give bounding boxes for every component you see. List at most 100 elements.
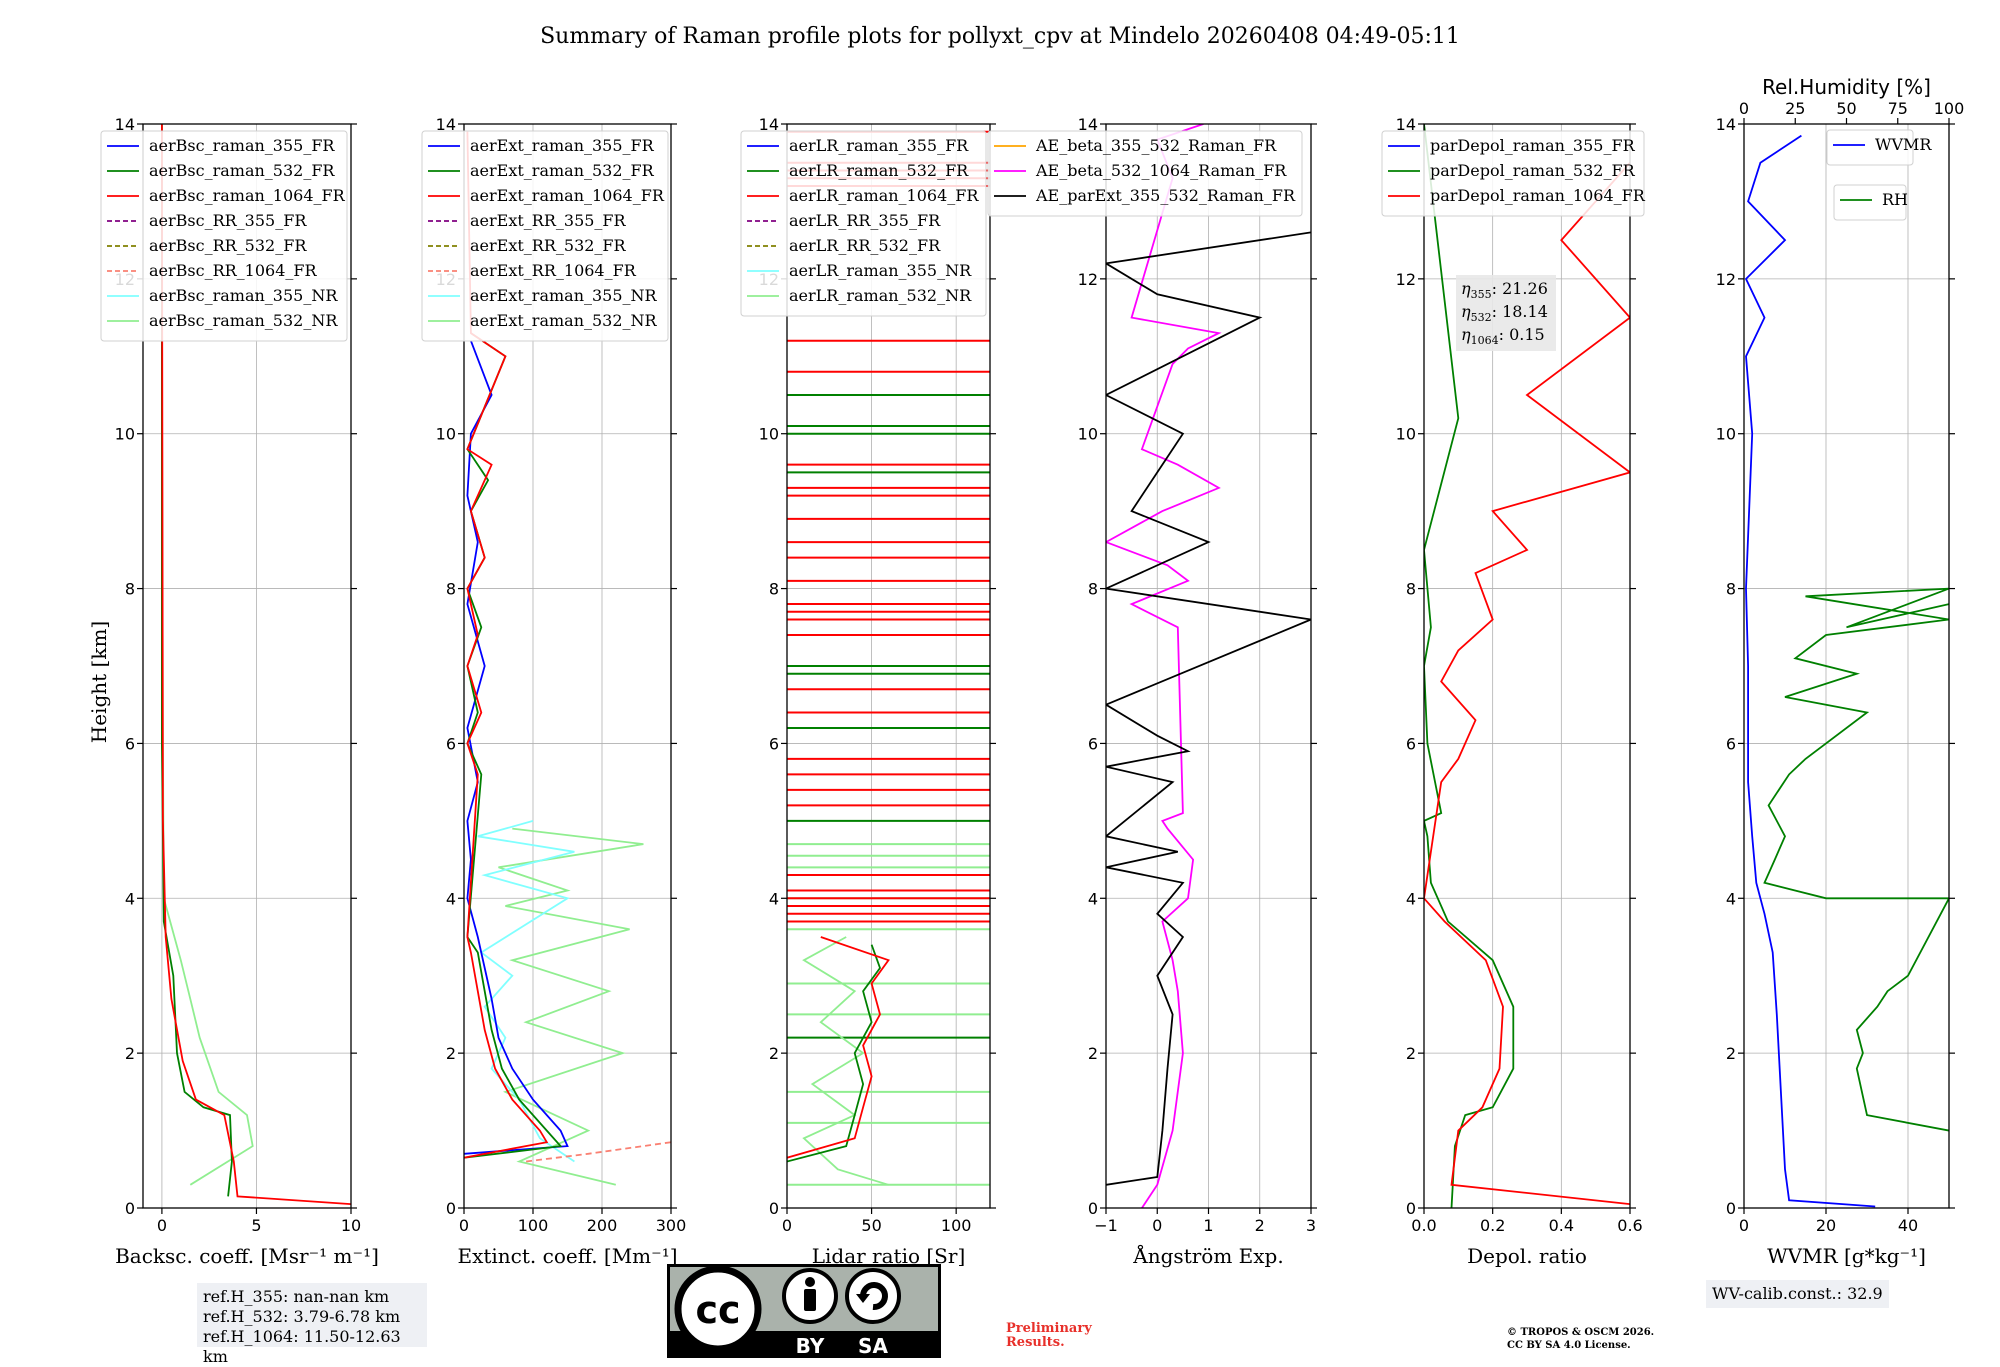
- y-tick-label: 14: [1716, 115, 1736, 134]
- y-tick-label: 10: [1396, 425, 1416, 444]
- cc-logo-icon: [674, 1265, 762, 1353]
- x-axis-label: Depol. ratio: [1467, 1244, 1587, 1268]
- y-tick-label: 2: [1406, 1044, 1416, 1063]
- legend-entry: aerBsc_raman_532_FR: [149, 161, 335, 180]
- y-tick-label: 6: [769, 734, 779, 753]
- x-tick-label: 0: [1739, 1216, 1749, 1235]
- legend-box-group: aerExt_raman_355_FR aerExt_raman_532_FRae…: [421, 130, 669, 342]
- x-tick-label: 0: [459, 1216, 469, 1235]
- y-tick-label: 8: [446, 580, 456, 599]
- license-by-label: BY: [796, 1334, 825, 1358]
- y-tick-label: 14: [436, 115, 456, 134]
- series-line: [160, 356, 254, 1186]
- y-tick-label: 0: [769, 1199, 779, 1218]
- plot-panels: 024681012140510Backsc. coeff. [Msr⁻¹ m⁻¹…: [100, 75, 1964, 1268]
- panel-data: [1106, 124, 1311, 1208]
- ref-height-355: ref.H_355: nan-nan km: [203, 1287, 390, 1306]
- legend-entry: aerExt_raman_355_FR: [470, 136, 655, 155]
- axes-frame: [142, 123, 352, 1209]
- eta-value: η532: 18.14: [1461, 302, 1548, 324]
- y-tick-label: 10: [759, 425, 779, 444]
- series-line: [1424, 162, 1630, 1205]
- y-tick-label: 8: [769, 580, 779, 599]
- copyright-note: © TROPOS & OSCM 2026. CC BY SA 4.0 Licen…: [1507, 1326, 1654, 1352]
- x-tick-label: 40: [1898, 1216, 1918, 1235]
- y-tick-label: 14: [1078, 115, 1098, 134]
- y-tick-label: 4: [1726, 889, 1736, 908]
- x-tick-label: 0: [157, 1216, 167, 1235]
- top-axis-label: Rel.Humidity [%]: [1762, 75, 1931, 99]
- legend-entry: aerLR_raman_1064_FR: [789, 186, 979, 205]
- y-tick-label: 0: [446, 1199, 456, 1218]
- panel-data: [1744, 134, 1949, 1208]
- ref-height-532: ref.H_532: 3.79-6.78 km: [203, 1307, 401, 1326]
- legend-box-group: parDepol_raman_355_FR parDepol_raman_532_…: [1381, 130, 1646, 217]
- panel-backscatter: 024681012140510Backsc. coeff. [Msr⁻¹ m⁻¹…: [100, 115, 379, 1268]
- legend-entry: aerExt_RR_532_FR: [470, 236, 627, 255]
- cc-logo-text: cc: [695, 1288, 740, 1332]
- y-tick-label: 2: [1726, 1044, 1736, 1063]
- y-tick-label: 8: [1406, 580, 1416, 599]
- series-line: [802, 936, 889, 1186]
- y-tick-label: 8: [1088, 580, 1098, 599]
- top-tick-label: 25: [1785, 99, 1805, 118]
- legend-entry: aerLR_raman_532_FR: [789, 161, 969, 180]
- y-tick-label: 8: [125, 580, 135, 599]
- y-tick-label: 4: [1406, 889, 1416, 908]
- x-axis-label: Backsc. coeff. [Msr⁻¹ m⁻¹]: [115, 1244, 379, 1268]
- panel-lidar_ratio: 02468101214050100Lidar ratio [Sr]aerLR_r…: [740, 115, 996, 1268]
- cc-by-sa-badge: cc BY SA: [667, 1264, 941, 1358]
- reference-height-box: ref.H_355: nan-nan km ref.H_532: 3.79-6.…: [197, 1283, 427, 1366]
- legend-entry: aerBsc_raman_1064_FR: [149, 186, 346, 205]
- x-tick-label: 5: [251, 1216, 261, 1235]
- x-tick-label: 50: [861, 1216, 881, 1235]
- y-tick-label: 6: [125, 734, 135, 753]
- y-tick-label: 12: [1396, 270, 1416, 289]
- x-tick-label: 0: [782, 1216, 792, 1235]
- y-tick-label: 14: [115, 115, 135, 134]
- series-line: [787, 936, 890, 1159]
- y-tick-label: 6: [1406, 734, 1416, 753]
- legend-entry: AE_beta_355_532_Raman_FR: [1035, 136, 1277, 155]
- copyright-line-1: © TROPOS & OSCM 2026.: [1507, 1327, 1655, 1338]
- y-tick-label: 10: [1078, 425, 1098, 444]
- legend-box-group: AE_beta_355_532_Raman_FR AE_beta_532_1064…: [987, 130, 1303, 217]
- panel-data: [1424, 124, 1630, 1208]
- top-tick-label: 0: [1739, 99, 1749, 118]
- legend-entry: aerBsc_raman_355_FR: [149, 136, 335, 155]
- legend-entry: aerLR_RR_532_FR: [789, 236, 941, 255]
- y-tick-label: 14: [1396, 115, 1416, 134]
- legend-entry: aerBsc_RR_355_FR: [149, 211, 307, 230]
- legend-box-wvmr: WVMR: [1826, 129, 1932, 166]
- series-line: [525, 1141, 671, 1163]
- x-tick-label: 0.4: [1549, 1216, 1574, 1235]
- y-tick-label: 8: [1726, 580, 1736, 599]
- y-tick-label: 6: [446, 734, 456, 753]
- x-axis-label: Ångström Exp.: [1132, 1243, 1283, 1268]
- y-tick-label: 2: [769, 1044, 779, 1063]
- x-tick-label: 10: [341, 1216, 361, 1235]
- legend-box: [421, 130, 669, 342]
- axes-frame: [1743, 123, 1950, 1209]
- y-tick-label: 0: [125, 1199, 135, 1218]
- legend-entry: aerExt_raman_355_NR: [470, 286, 658, 305]
- legend-entry: parDepol_raman_1064_FR: [1430, 186, 1646, 205]
- x-tick-label: 200: [587, 1216, 618, 1235]
- y-tick-label: 2: [1088, 1044, 1098, 1063]
- legend-box: [1833, 184, 1907, 221]
- sa-share-alike-icon: [845, 1268, 901, 1324]
- legend-entry: aerLR_raman_532_NR: [789, 286, 972, 305]
- x-tick-label: 3: [1306, 1216, 1316, 1235]
- legend-entry: aerBsc_raman_355_NR: [149, 286, 338, 305]
- legend-box: [987, 130, 1303, 217]
- legend-entry: aerBsc_RR_1064_FR: [149, 261, 318, 280]
- y-tick-label: 10: [115, 425, 135, 444]
- series-line: [1744, 134, 1876, 1208]
- axes-frame: [1423, 123, 1631, 1209]
- legend-box: [100, 130, 348, 342]
- legend-box-group: aerLR_raman_355_FR aerLR_raman_532_FR aerL…: [740, 130, 987, 317]
- series-line: [1763, 587, 1949, 1132]
- y-tick-label: 0: [1406, 1199, 1416, 1218]
